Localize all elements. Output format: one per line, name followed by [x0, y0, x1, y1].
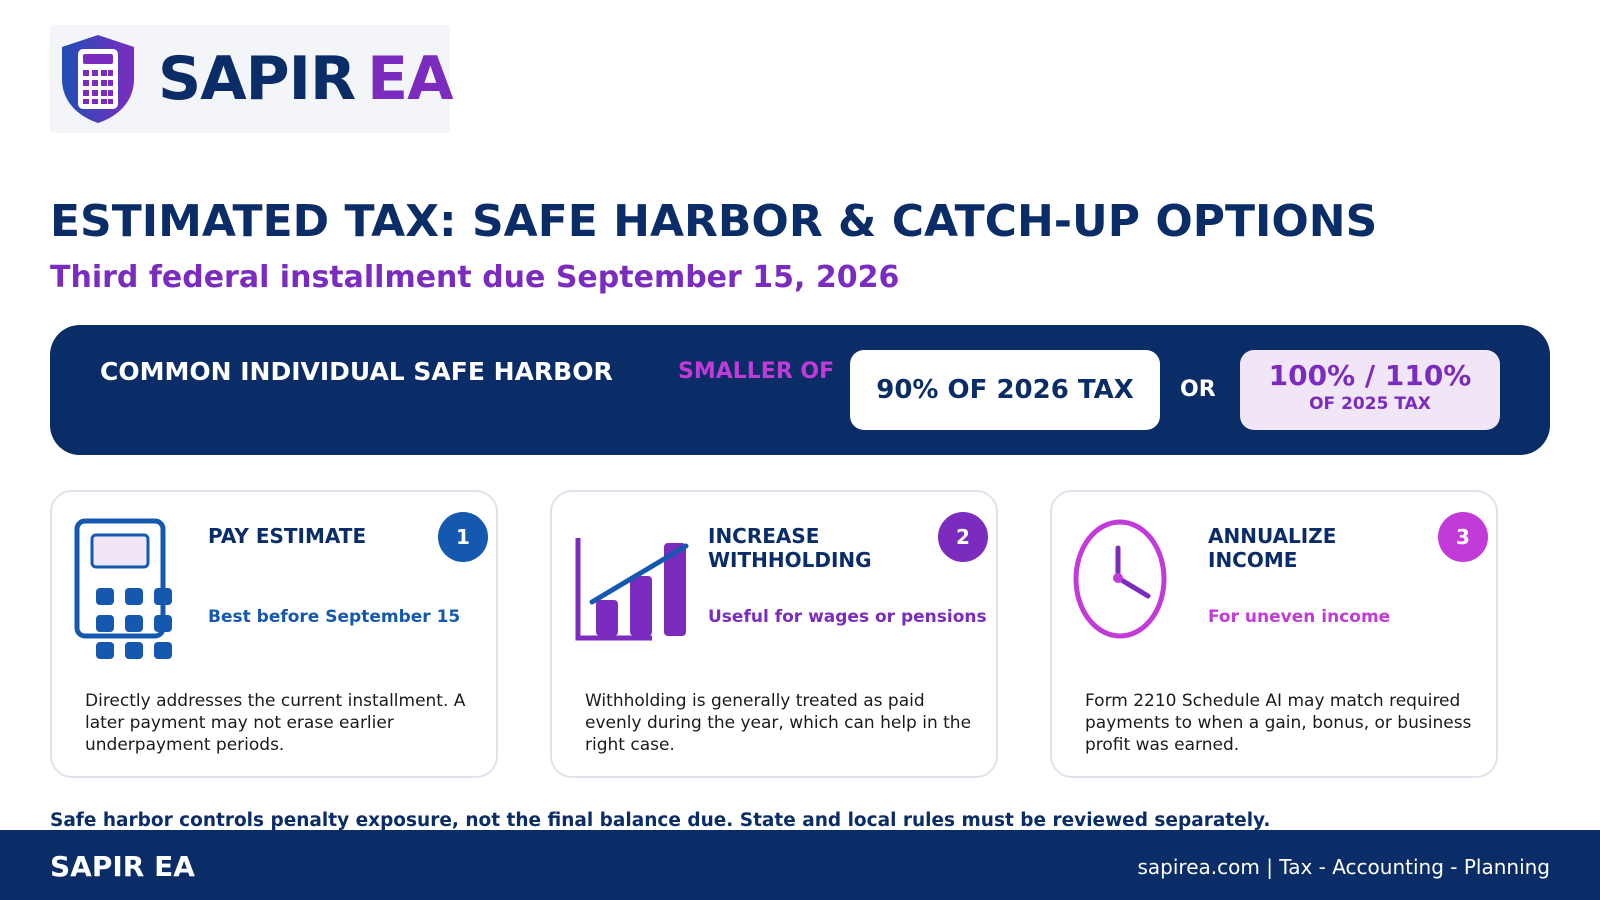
card-body: Withholding is generally treated as paid…: [585, 691, 972, 755]
option-b-main: 100% / 110%: [1268, 359, 1472, 392]
card-increase-withholding: INCREASE WITHHOLDING 2 Useful for wages …: [550, 490, 998, 778]
clock-icon: [1073, 519, 1167, 639]
card-tag: For uneven income: [1208, 607, 1391, 627]
step-number-badge: 2: [938, 512, 988, 562]
card-heading: INCREASE WITHHOLDING: [708, 524, 872, 572]
card-body: Directly addresses the current installme…: [85, 691, 466, 755]
card-pay-estimate: PAY ESTIMATE 1 Best before September 15 …: [50, 490, 498, 778]
footnote: Safe harbor controls penalty exposure, n…: [50, 810, 1271, 831]
banner-smaller-of: SMALLER OF: [678, 359, 835, 384]
calculator-shield-icon: [62, 35, 134, 123]
safe-harbor-banner: COMMON INDIVIDUAL SAFE HARBOR SMALLER OF…: [50, 325, 1550, 455]
option-a-pill: 90% OF 2026 TAX: [850, 350, 1160, 430]
footer-brand: SAPIR EA: [50, 850, 195, 883]
footer: SAPIR EA sapirea.com | Tax - Accounting …: [0, 830, 1600, 900]
banner-or: OR: [1180, 377, 1216, 402]
calculator-icon: [74, 518, 172, 659]
bar-chart-icon: [575, 538, 689, 641]
card-tag: Useful for wages or pensions: [708, 607, 987, 627]
logo-word-sapir: SAPIR: [158, 44, 356, 114]
card-tag: Best before September 15: [208, 607, 461, 627]
step-number-badge: 1: [438, 512, 488, 562]
step-number-badge: 3: [1438, 512, 1488, 562]
banner-label: COMMON INDIVIDUAL SAFE HARBOR: [100, 357, 613, 386]
page-subtitle: Third federal installment due September …: [50, 260, 900, 295]
card-annualize-income: ANNUALIZE INCOME 3 For uneven income For…: [1050, 490, 1498, 778]
page-title: ESTIMATED TAX: SAFE HARBOR & CATCH-UP OP…: [50, 196, 1378, 247]
option-b-sub: OF 2025 TAX: [1309, 394, 1431, 414]
logo-wordmark: SAPIR EA: [158, 44, 454, 114]
option-b-pill: 100% / 110% OF 2025 TAX: [1240, 350, 1500, 430]
card-heading: ANNUALIZE INCOME: [1208, 524, 1337, 572]
logo-word-ea: EA: [367, 44, 453, 114]
card-heading: PAY ESTIMATE: [208, 524, 367, 548]
footer-tagline: sapirea.com | Tax - Accounting - Plannin…: [1137, 855, 1551, 879]
logo: SAPIR EA: [50, 25, 454, 133]
card-body: Form 2210 Schedule AI may match required…: [1085, 691, 1472, 755]
